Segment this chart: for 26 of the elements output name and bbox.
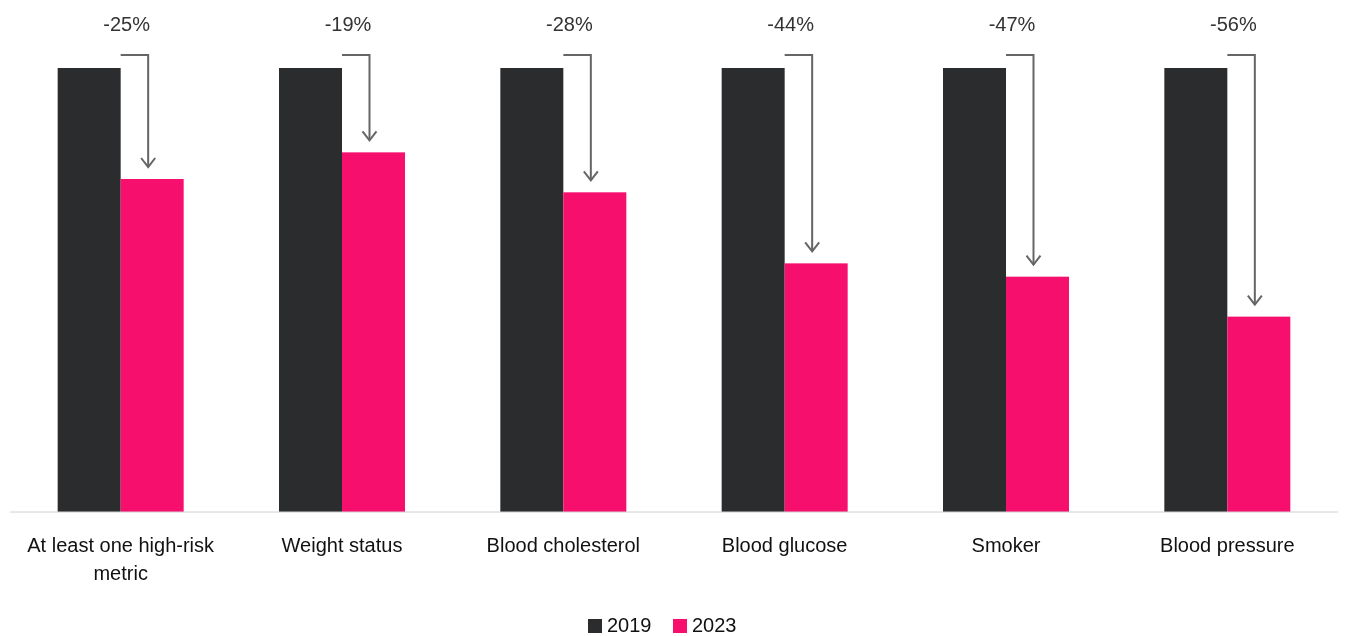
bar — [342, 152, 405, 512]
x-tick-label: At least one high-risk metric — [27, 534, 216, 584]
bar — [1164, 68, 1228, 512]
text: -56% — [1209, 13, 1257, 35]
text: -44% — [767, 13, 815, 35]
bar — [1227, 316, 1291, 512]
x-tick-label: Smoker — [971, 534, 1041, 556]
x-tick-label: Blood cholesterol — [486, 534, 641, 556]
legend-label: 2019 — [607, 614, 652, 636]
bar — [943, 68, 1006, 512]
x-tick-label: Weight status — [281, 534, 403, 556]
x-tick-label: Blood glucose — [721, 534, 848, 556]
bar — [57, 68, 121, 512]
bar — [120, 179, 184, 512]
text: -28% — [545, 13, 593, 35]
bar — [279, 68, 342, 512]
text: -19% — [324, 13, 372, 35]
text: -47% — [988, 13, 1036, 35]
bar — [500, 68, 564, 512]
text: -25% — [103, 13, 151, 35]
x-tick-label: Blood pressure — [1160, 534, 1295, 556]
bar — [563, 192, 627, 512]
bar — [784, 263, 848, 512]
bar — [721, 68, 785, 512]
legend-label: 2023 — [692, 614, 737, 636]
bar — [1006, 276, 1069, 512]
